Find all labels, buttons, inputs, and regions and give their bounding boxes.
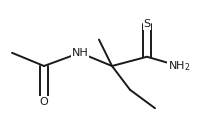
Text: NH$_2$: NH$_2$ [168, 59, 190, 73]
Text: S: S [143, 19, 151, 29]
Text: O: O [40, 97, 48, 107]
Text: NH: NH [72, 48, 88, 58]
